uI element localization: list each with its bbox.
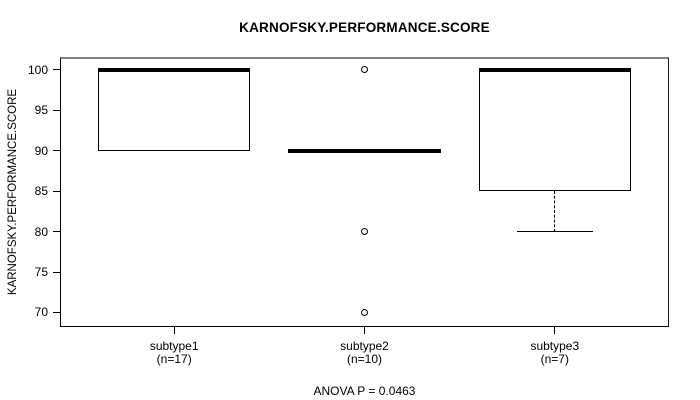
x-axis-tick [554, 327, 556, 334]
outlier-point [360, 308, 368, 316]
y-axis-tick [53, 109, 60, 111]
lower-whisker [554, 191, 556, 232]
y-axis-tick-label: 90 [34, 143, 48, 158]
x-axis-tick [173, 327, 175, 334]
group-name: subtype2 [340, 339, 389, 353]
outlier-point [360, 227, 368, 235]
y-axis-tick [53, 150, 60, 152]
y-axis-tick [53, 271, 60, 273]
y-axis-tick-label: 100 [27, 62, 48, 77]
median-line [288, 148, 441, 153]
y-axis-tick [53, 190, 60, 192]
group-name: subtype3 [530, 339, 580, 353]
anova-p-annotation: ANOVA P = 0.0463 [313, 384, 416, 398]
group-n: (n=17) [156, 352, 192, 366]
x-axis-group-label: subtype2 (n=10) [295, 340, 435, 366]
group-n: (n=10) [346, 352, 383, 366]
chart-title: KARNOFSKY.PERFORMANCE.SCORE [239, 20, 490, 35]
y-axis-tick-label: 75 [34, 265, 48, 280]
y-axis-tick [53, 311, 60, 313]
y-axis-tick [53, 69, 60, 71]
y-axis-tick-label: 70 [34, 305, 48, 320]
x-axis-group-label: subtype3 (n=7) [485, 340, 625, 366]
median-line [478, 67, 631, 72]
group-n: (n=7) [540, 352, 569, 366]
median-line [98, 67, 251, 72]
group-name: subtype1 [149, 339, 199, 353]
y-axis-tick [53, 231, 60, 233]
iqr-box [478, 69, 631, 192]
lower-whisker-cap [516, 231, 593, 233]
x-axis-tick [364, 327, 365, 334]
outlier-point [360, 66, 368, 74]
y-axis-tick-label: 85 [34, 184, 48, 199]
y-axis-tick-label: 95 [34, 103, 48, 118]
iqr-box [98, 69, 251, 151]
y-axis-tick-label: 80 [34, 224, 48, 239]
x-axis-group-label: subtype1 (n=17) [104, 340, 244, 366]
